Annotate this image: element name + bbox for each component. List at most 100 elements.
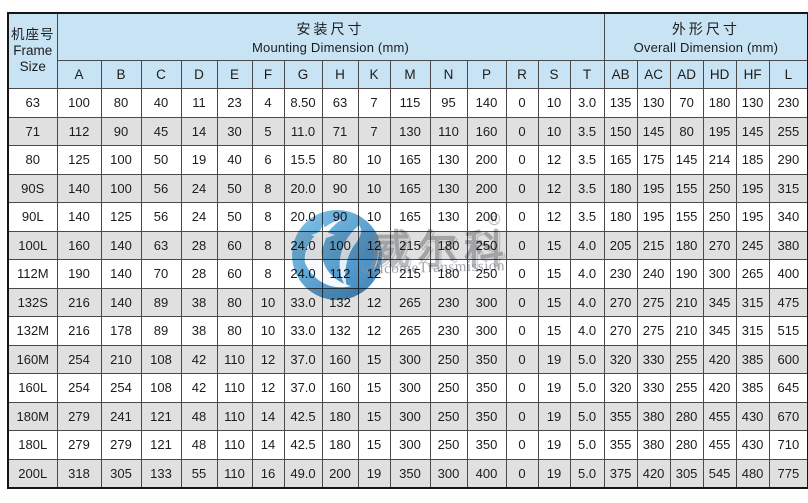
dim-cell: 210 [100,344,142,374]
dim-cell: 38 [180,316,218,346]
dim-cell: 42 [180,373,218,403]
dim-cell: 10 [251,316,285,346]
dim-cell: 8.50 [283,88,323,118]
dim-cell: 178 [100,316,142,346]
dim-cell: 30 [216,116,253,146]
dim-cell: 279 [56,401,102,431]
table-row-200L: 200L 318 305 133 55 110 16 49.0 200 19 350 300 400 0 1… [7,458,808,489]
dim-cell: 215 [636,230,671,260]
mounting-title-en: Mounting Dimension (mm) [252,39,410,55]
dim-cell: 400 [466,458,507,489]
dim-cell: 19 [537,401,571,431]
dim-cell: 24.0 [283,230,323,260]
dim-cell: 10 [357,145,391,175]
dim-cell: 12 [251,344,285,374]
dim-cell: 140 [100,230,142,260]
dim-cell: 12 [357,230,391,260]
dim-cell: 60 [216,259,253,289]
dim-cell: 160 [321,344,359,374]
dim-cell: 100 [321,230,359,260]
dim-cell: 250 [429,373,468,403]
column-header-C: C [140,60,182,89]
frame-size-cell: 160L [7,373,58,403]
dim-cell: 350 [466,344,507,374]
column-header-AD: AD [669,60,704,89]
dim-cell: 385 [735,344,770,374]
dim-cell: 0 [505,202,539,232]
dim-cell: 255 [669,344,704,374]
dim-cell: 14 [251,401,285,431]
dim-cell: 19 [537,430,571,460]
dim-cell: 10 [357,202,391,232]
dim-cell: 14 [251,430,285,460]
dimension-table: 机座号 Frame Size 安装尺寸 Mounting Dimension (… [7,12,808,489]
dim-cell: 10 [251,287,285,317]
dim-cell: 48 [180,401,218,431]
dim-cell: 100 [56,88,102,118]
frame-size-cell: 112M [7,259,58,289]
dim-cell: 210 [669,287,704,317]
dim-cell: 110 [216,458,253,489]
dim-cell: 125 [100,202,142,232]
dim-cell: 300 [389,373,431,403]
dim-cell: 380 [636,401,671,431]
dim-cell: 10 [537,116,571,146]
dim-cell: 160 [56,230,102,260]
dim-cell: 140 [56,202,102,232]
column-header-S: S [537,60,571,89]
dim-cell: 112 [321,259,359,289]
dim-cell: 33.0 [283,316,323,346]
dim-cell: 5.0 [569,373,605,403]
dim-cell: 108 [140,344,182,374]
dim-cell: 80 [669,116,704,146]
dim-cell: 12 [357,287,391,317]
dim-cell: 130 [429,145,468,175]
dim-cell: 345 [702,316,737,346]
dim-cell: 180 [603,202,638,232]
dim-cell: 12 [537,145,571,175]
dim-cell: 55 [180,458,218,489]
column-header-HD: HD [702,60,737,89]
dim-cell: 130 [389,116,431,146]
dim-cell: 80 [216,287,253,317]
dim-cell: 12 [357,316,391,346]
dim-cell: 180 [321,430,359,460]
dim-cell: 95 [429,88,468,118]
dim-cell: 15 [537,259,571,289]
dim-cell: 165 [603,145,638,175]
dim-cell: 15 [357,344,391,374]
frame-size-header: 机座号 Frame Size [7,12,58,89]
dim-cell: 49.0 [283,458,323,489]
dim-cell: 0 [505,344,539,374]
dim-cell: 150 [603,116,638,146]
frame-size-cell: 90L [7,202,58,232]
frame-size-cell: 71 [7,116,58,146]
frame-size-cell: 200L [7,458,58,489]
dim-cell: 15 [537,287,571,317]
dim-cell: 385 [735,373,770,403]
column-header-HF: HF [735,60,770,89]
dim-cell: 130 [429,173,468,203]
dim-cell: 15 [357,373,391,403]
column-header-L: L [768,60,808,89]
dim-cell: 190 [669,259,704,289]
dim-cell: 230 [429,316,468,346]
dim-cell: 0 [505,401,539,431]
dim-cell: 315 [768,173,808,203]
dim-cell: 90 [321,202,359,232]
dim-cell: 4.0 [569,316,605,346]
dim-cell: 45 [140,116,182,146]
dim-cell: 12 [357,259,391,289]
group-header-row: 机座号 Frame Size 安装尺寸 Mounting Dimension (… [7,12,808,89]
dim-cell: 8 [251,259,285,289]
dim-cell: 19 [537,458,571,489]
dim-cell: 4.0 [569,287,605,317]
dim-cell: 20.0 [283,173,323,203]
dim-cell: 240 [636,259,671,289]
dim-cell: 15.5 [283,145,323,175]
dim-cell: 37.0 [283,373,323,403]
dim-cell: 455 [702,430,737,460]
dim-cell: 12 [537,173,571,203]
dim-cell: 24 [180,202,218,232]
